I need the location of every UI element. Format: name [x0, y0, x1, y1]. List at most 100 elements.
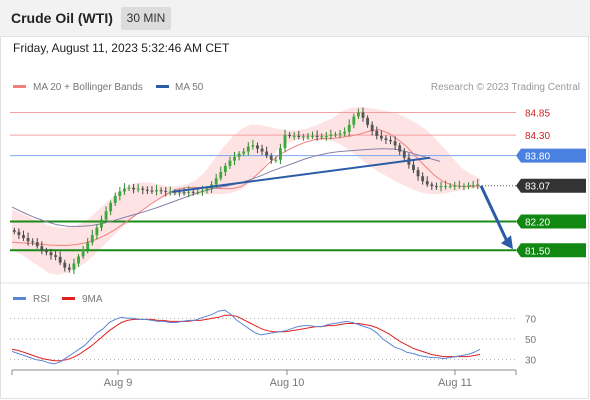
candle-body [457, 185, 461, 187]
candles-layer [12, 107, 480, 275]
rsi-ma-legend-label: 9MA [82, 294, 103, 305]
candle-body [205, 188, 209, 191]
candle-body [164, 191, 168, 193]
candle-body [31, 241, 35, 243]
ma20-legend-swatch [13, 85, 26, 88]
candle-body [90, 235, 94, 243]
candle-body [256, 145, 259, 149]
candle-body [476, 184, 480, 186]
level-labels-layer: 84.85 84.30 83.80 83.07 82.20 81.50 [516, 108, 586, 257]
candle-body [412, 164, 415, 171]
level-badge-83-07: 83.07 [516, 178, 586, 193]
candle-body [329, 134, 333, 136]
candle-body [196, 191, 200, 193]
candle [434, 182, 438, 190]
candle-body [228, 160, 232, 166]
candle [12, 227, 16, 235]
forecast-arrow-shaft [479, 185, 509, 242]
candle [338, 129, 342, 139]
candle [416, 167, 420, 181]
candle [49, 248, 53, 260]
candle-body [67, 267, 71, 270]
candle-body [237, 153, 241, 157]
candle-body [306, 136, 310, 138]
candle [26, 232, 30, 246]
candle [370, 121, 374, 136]
candle [95, 224, 99, 240]
level-badge-83-80: 83.80 [516, 148, 586, 163]
candle [347, 119, 351, 137]
candle [329, 129, 333, 140]
level-badge-text: 83.07 [525, 182, 550, 193]
candle-body [448, 186, 452, 188]
candle-body [178, 192, 181, 194]
level-label-84-85: 84.85 [525, 108, 550, 119]
level-badge-82-20: 82.20 [516, 214, 586, 229]
candle [356, 108, 360, 120]
candle-body [109, 202, 113, 212]
candle-body [44, 250, 48, 253]
candle-body [292, 135, 296, 137]
candle-body [338, 133, 342, 135]
candle-body [113, 195, 117, 203]
x-tick-label: Aug 9 [104, 377, 133, 389]
candle-body [430, 184, 434, 187]
candle-body [467, 185, 470, 187]
candle [219, 166, 223, 181]
candle-body [141, 188, 145, 190]
candle [292, 131, 296, 140]
candle-body [150, 190, 154, 192]
candle [343, 127, 347, 137]
x-tick-label: Aug 11 [438, 377, 472, 389]
candle-body [421, 176, 425, 182]
candle-body [301, 136, 305, 138]
candle-body [72, 263, 76, 270]
candle [187, 186, 191, 198]
candle-body [434, 186, 438, 188]
candle [109, 200, 113, 216]
candle-body [334, 134, 337, 136]
candle-body [425, 181, 429, 185]
candle [67, 263, 71, 273]
candle-body [398, 145, 402, 152]
candle [315, 130, 319, 141]
level-badge-bg [516, 148, 586, 163]
candle [58, 251, 62, 266]
rsi-panel: RSI 9MA 70 50 30 [10, 294, 537, 367]
candle-body [453, 185, 457, 187]
rsi-tick-30: 30 [525, 356, 537, 367]
candle-body [352, 116, 356, 125]
candle [476, 179, 480, 190]
forecast-arrow-head [501, 235, 513, 250]
level-badge-text: 82.20 [525, 218, 550, 229]
candle [306, 132, 310, 140]
candle-body [416, 170, 420, 177]
candle [164, 187, 168, 197]
candle-body [187, 191, 191, 193]
candle [182, 187, 186, 196]
candle [439, 181, 443, 192]
level-badge-bg [516, 243, 586, 258]
candle-body [35, 242, 39, 247]
candle-body [58, 256, 62, 263]
candle [44, 247, 48, 256]
rsi-legend-label: RSI [33, 294, 50, 305]
candle [260, 144, 264, 156]
timeframe-badge[interactable]: 30 MIN [121, 7, 171, 30]
candle-body [439, 186, 443, 188]
candle-body [246, 146, 250, 152]
candle [274, 156, 278, 163]
candle-body [77, 256, 80, 264]
candle-body [251, 145, 255, 147]
ma50-line [11, 148, 441, 227]
candle-body [361, 112, 365, 118]
level-lines-layer [10, 111, 516, 252]
level-badge-bg [516, 178, 586, 193]
level-label-84-30: 84.30 [525, 131, 550, 142]
candle-body [191, 191, 195, 193]
candle-body [283, 135, 287, 149]
candle-body [384, 138, 388, 141]
bollinger-band-area [12, 107, 480, 275]
candle [141, 186, 145, 195]
candle [228, 156, 232, 169]
